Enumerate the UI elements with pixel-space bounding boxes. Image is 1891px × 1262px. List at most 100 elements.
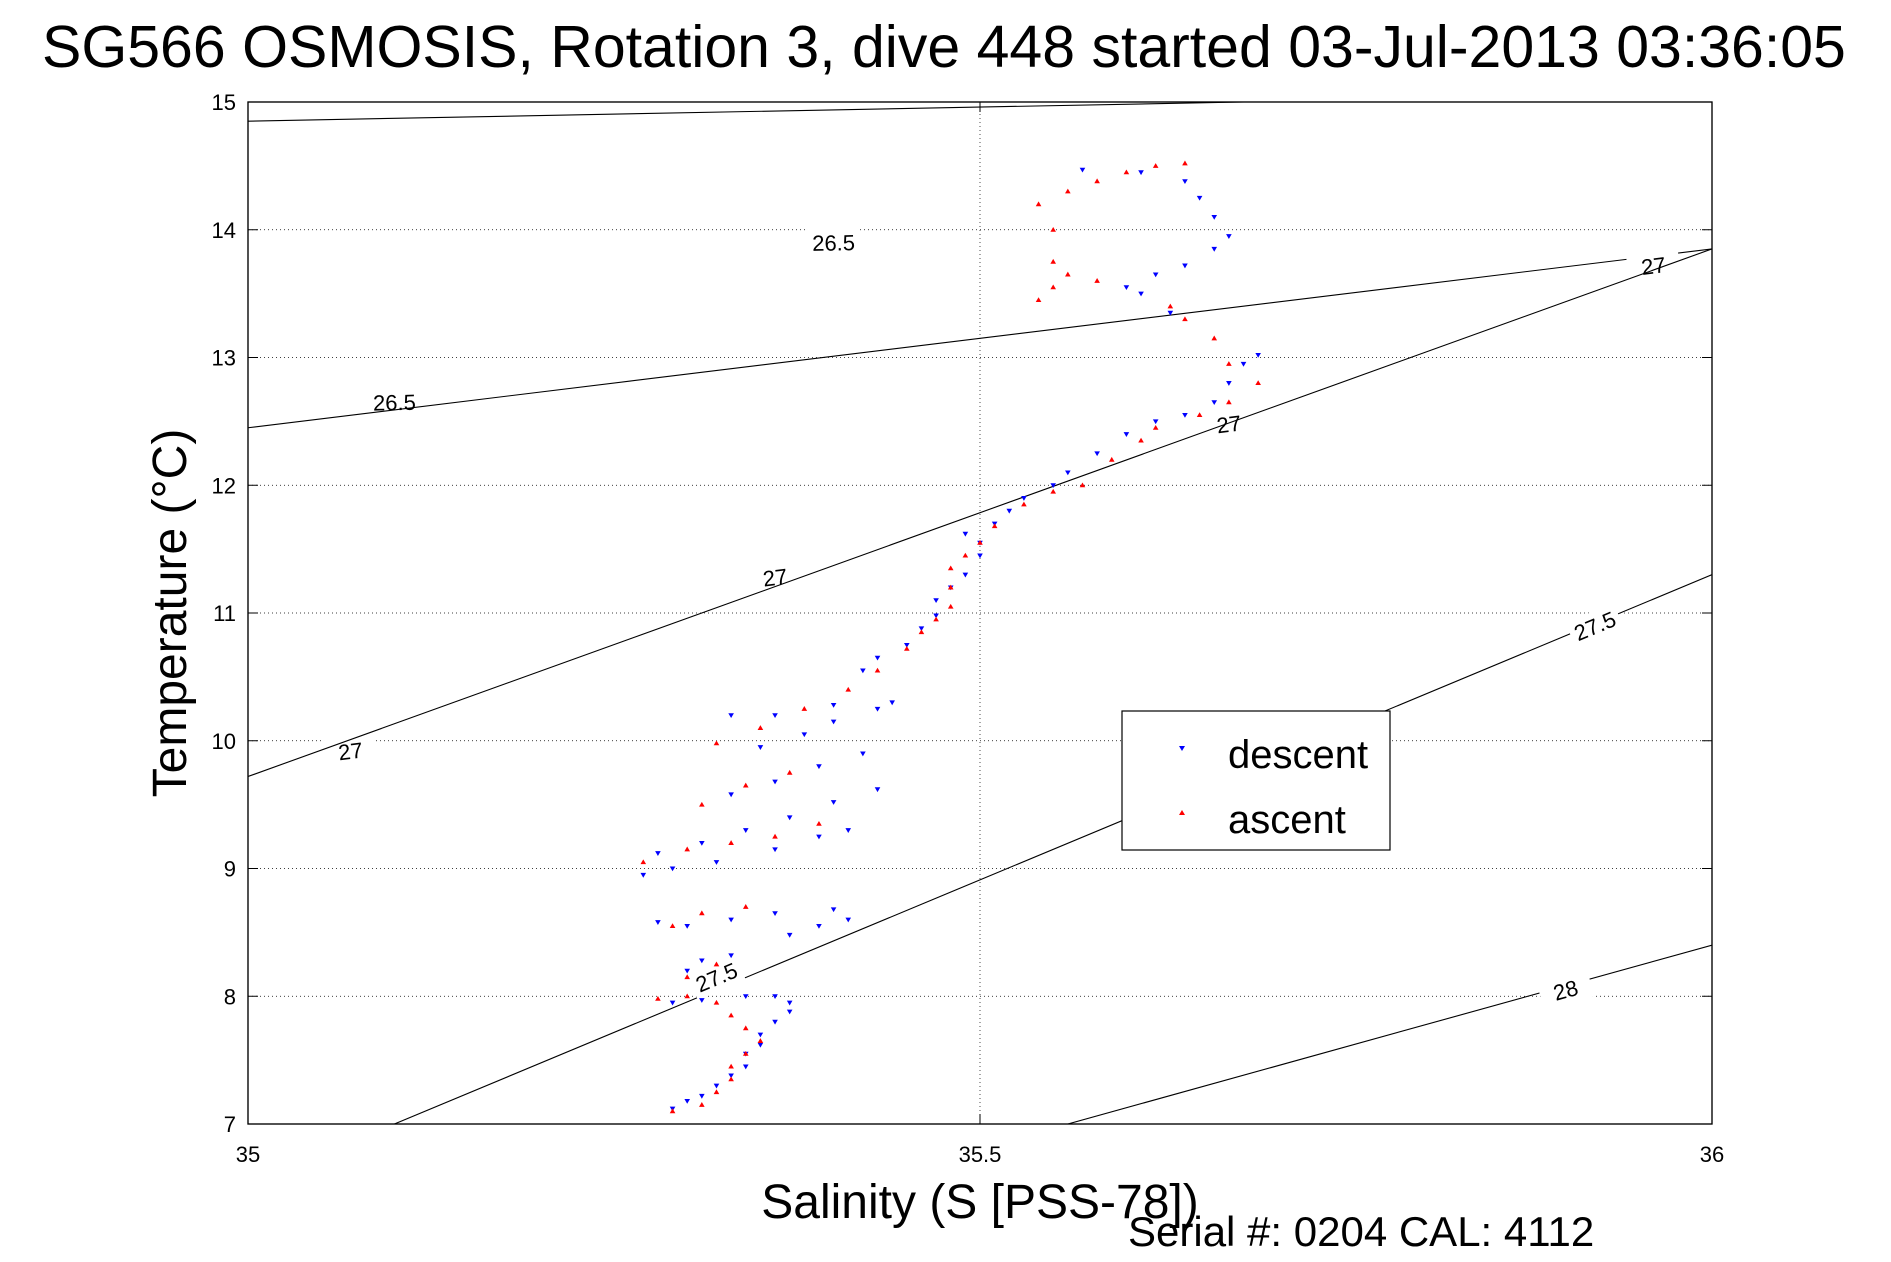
descent-point — [874, 787, 881, 793]
ascent-point — [742, 1025, 749, 1031]
descent-point — [1182, 263, 1188, 269]
ascent-point — [786, 769, 793, 775]
ascent-point — [1138, 437, 1144, 443]
descent-point — [684, 968, 690, 974]
x-tick-label: 35.5 — [959, 1142, 1002, 1167]
descent-point — [816, 834, 822, 840]
descent-point — [699, 840, 705, 846]
contour-label: 27 — [761, 564, 788, 592]
descent-point — [1152, 272, 1159, 278]
descent-point — [772, 994, 778, 1000]
descent-point — [962, 572, 969, 578]
ascent-point — [977, 539, 983, 545]
y-tick-label: 8 — [224, 984, 236, 1009]
descent-point — [962, 531, 969, 537]
descent-point — [757, 1042, 764, 1048]
descent-point — [801, 732, 808, 738]
descent-point — [728, 1073, 734, 1079]
descent-point — [655, 920, 661, 925]
descent-point — [918, 626, 925, 632]
descent-point — [786, 932, 793, 938]
ascent-point — [713, 999, 720, 1005]
density-contour-line — [394, 574, 1712, 1124]
x-axis-label: Salinity (S [PSS-78]) — [761, 1176, 1198, 1229]
descent-point — [728, 792, 734, 798]
y-tick-label: 7 — [224, 1112, 236, 1137]
ascent-point — [991, 523, 998, 529]
descent-point — [860, 668, 866, 674]
ascent-point — [947, 565, 954, 571]
descent-point — [830, 719, 837, 725]
contour-label: 27 — [1215, 411, 1242, 439]
x-tick-label: 35 — [236, 1142, 260, 1167]
ascent-point — [1182, 160, 1188, 166]
ascent-point — [772, 833, 778, 839]
y-tick-label: 10 — [212, 729, 236, 754]
descent-point — [830, 907, 837, 913]
legend-box — [1121, 710, 1391, 851]
descent-point — [1196, 195, 1203, 201]
ascent-point — [947, 584, 954, 590]
ascent-point — [742, 782, 749, 788]
ascent-point — [699, 801, 705, 807]
ascent-point — [1035, 297, 1042, 303]
ascent-point — [1079, 482, 1086, 488]
ascent-point — [728, 1063, 734, 1069]
descent-point — [1079, 167, 1086, 173]
descent-point — [874, 706, 881, 712]
legend-ascent-label: ascent — [1228, 798, 1346, 842]
descent-point — [757, 1032, 764, 1038]
ascent-point — [684, 993, 690, 999]
descent-point — [933, 613, 939, 619]
contour-label: 26.5 — [812, 230, 855, 256]
descent-point — [1138, 170, 1144, 176]
descent-point — [1211, 246, 1218, 252]
descent-point — [933, 598, 939, 604]
descent-point — [742, 828, 749, 833]
ascent-point — [728, 840, 734, 845]
serial-cal-footer: Serial #: 0204 CAL: 4112 — [1128, 1208, 1594, 1255]
ascent-point — [801, 706, 808, 711]
descent-point — [1182, 179, 1188, 185]
legend: descent ascent — [1121, 710, 1391, 851]
descent-point — [713, 860, 720, 865]
ascent-point — [713, 961, 720, 967]
descent-point — [713, 1083, 720, 1089]
descent-point — [1211, 400, 1218, 406]
ascent-point — [845, 686, 852, 692]
descent-point — [772, 911, 778, 917]
contour-label-mask — [687, 954, 746, 1001]
descent-point — [728, 713, 734, 718]
descent-point — [728, 917, 734, 923]
density-contour-line — [248, 248, 1712, 429]
ascent-point — [1152, 424, 1159, 430]
descent-point — [772, 847, 778, 853]
descent-point — [1123, 432, 1130, 437]
ascent-point — [1255, 380, 1261, 386]
ascent-point — [655, 996, 661, 1001]
contour-label-mask — [1201, 406, 1257, 441]
ascent-point — [962, 552, 969, 558]
y-tick-label: 13 — [212, 346, 236, 371]
ascent-point — [816, 820, 822, 826]
ascent-point — [1050, 284, 1056, 290]
density-contour-line — [248, 102, 1244, 122]
ascent-point — [742, 904, 749, 909]
axis-ticks: 7 8 9 10 11 12 13 14 15 35 35.5 36 — [212, 90, 1725, 1167]
contour-label: 27 — [1640, 252, 1667, 280]
descent-point — [1226, 234, 1232, 239]
descent-point — [684, 1099, 690, 1104]
ascent-point — [699, 910, 705, 916]
contour-label-mask — [747, 560, 803, 595]
ascent-point — [1211, 335, 1218, 341]
descent-point — [786, 815, 793, 821]
ascent-point — [713, 1089, 720, 1095]
descent-point — [904, 642, 910, 648]
x-tick-label: 36 — [1700, 1142, 1724, 1167]
ascent-point — [1035, 201, 1042, 207]
descent-point — [699, 958, 705, 964]
descent-point — [772, 1019, 778, 1025]
descent-point — [830, 702, 837, 708]
ascent-point — [684, 974, 690, 980]
